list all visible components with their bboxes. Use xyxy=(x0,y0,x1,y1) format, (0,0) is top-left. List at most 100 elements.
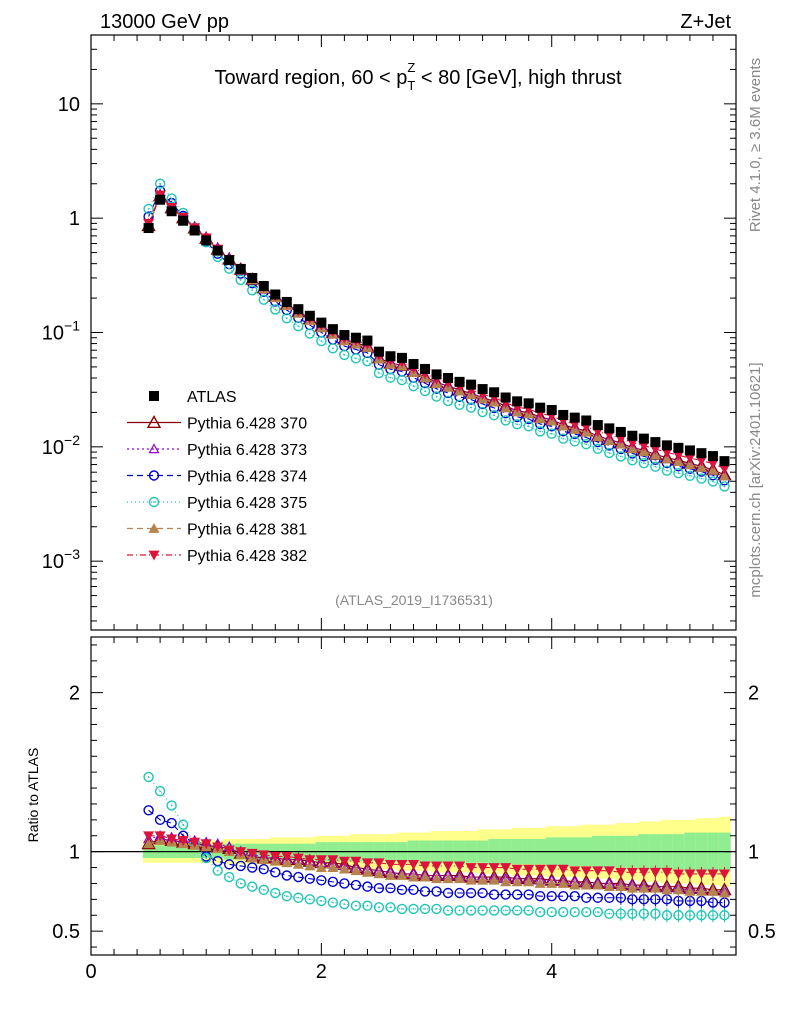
ratio-3-point-dot xyxy=(631,912,634,915)
series-3-point xyxy=(638,457,650,469)
ratio-5-point xyxy=(281,852,293,862)
ratio-5-point xyxy=(569,866,581,877)
ratio-2-point xyxy=(281,870,293,881)
data-point xyxy=(270,289,281,300)
ratio-3-point-ring xyxy=(581,906,592,918)
ratio-3-point-ring xyxy=(224,871,235,883)
series-3-point xyxy=(604,447,615,459)
series-3-point xyxy=(293,320,304,332)
series-3-point xyxy=(627,455,638,466)
series-3-point xyxy=(615,451,627,462)
data-point xyxy=(454,376,465,387)
ratio-2-point xyxy=(327,876,339,888)
series-3-point-dot xyxy=(504,419,507,422)
series-3-point-ring xyxy=(442,395,454,407)
data-point xyxy=(431,369,442,380)
ratio-4-point xyxy=(684,885,696,896)
ratio-3-point-ring xyxy=(270,887,281,899)
plot-title-pre: Toward region, 60 < p xyxy=(214,67,407,89)
series-4-point xyxy=(649,449,661,460)
ratio-2-point xyxy=(454,887,465,899)
series-3-point-dot xyxy=(331,347,334,350)
ratio-3-point xyxy=(235,878,246,889)
ratio-3-point xyxy=(477,905,488,916)
ratio-2-point xyxy=(408,884,419,896)
data-point xyxy=(604,423,615,434)
ratio-5-point xyxy=(408,859,419,870)
ratio-3-point-dot xyxy=(366,904,369,907)
ratio-3-point-ring xyxy=(627,908,638,919)
ratio-2-point xyxy=(235,860,246,872)
ratio-3-point xyxy=(442,905,454,916)
ratio-3-point-ring xyxy=(442,905,454,916)
ratio-y-axis-label: Ratio to ATLAS xyxy=(25,748,41,843)
ratio-3-point xyxy=(523,905,534,916)
ratio-3-point-dot xyxy=(608,912,611,915)
ratio-3-point-dot xyxy=(689,914,691,917)
ratio-5-point xyxy=(718,869,730,880)
series-line-0 xyxy=(148,194,725,476)
ratio-3-point-ring xyxy=(212,865,223,876)
ratio-4-point xyxy=(649,882,661,893)
ratio-5-point xyxy=(292,853,304,864)
ratio-3-point-ring xyxy=(558,906,569,918)
ratio-3-point-dot xyxy=(470,909,472,912)
ratio-3-point-dot xyxy=(228,876,231,878)
series-3-point-dot xyxy=(470,406,472,409)
series-3-point-dot xyxy=(539,430,542,433)
series-3-point-ring xyxy=(500,415,511,426)
ratio-3-point xyxy=(719,910,730,921)
legend-label-0: Pythia 6.428 370 xyxy=(187,416,307,433)
ratio-5-point xyxy=(177,836,189,847)
ratio-5-point xyxy=(523,864,535,875)
ratio-3-point-dot xyxy=(665,914,668,917)
series-3-point-ring xyxy=(627,455,638,466)
ratio-4-point xyxy=(384,870,396,880)
ratio-3-point-dot xyxy=(550,911,553,913)
ratio-4-point xyxy=(534,877,546,888)
ratio-3-point xyxy=(154,786,166,797)
series-3-point xyxy=(465,402,477,413)
series-3-point-dot xyxy=(320,340,323,342)
ratio-3-point-ring xyxy=(488,905,500,916)
ratio-2-point xyxy=(362,881,373,892)
series-3-point xyxy=(304,328,316,339)
data-point xyxy=(304,310,315,321)
ratio-5-point xyxy=(454,861,466,872)
ratio-2-point xyxy=(396,884,408,896)
series-3-point xyxy=(419,385,431,397)
series-3-point-dot xyxy=(378,372,380,374)
y-tick-label-base: 10 xyxy=(42,551,64,573)
series-3-point-dot xyxy=(527,425,530,428)
ratio-3-point-ring xyxy=(673,910,684,921)
series-3-point-dot xyxy=(596,447,599,450)
ratio-5-point xyxy=(488,863,500,874)
data-point xyxy=(155,194,166,205)
series-4-point xyxy=(718,470,730,481)
series-3-point xyxy=(546,428,557,439)
ratio-3-point-ring xyxy=(304,894,316,905)
series-3-point-ring xyxy=(684,470,696,482)
series-3-point-dot xyxy=(262,298,265,301)
series-3-point-dot xyxy=(712,480,714,483)
ratio-3-point-dot xyxy=(596,911,599,913)
series-3-point xyxy=(224,263,235,274)
series-3-point-dot xyxy=(216,256,219,258)
ratio-4-point xyxy=(557,877,569,888)
ratio-3-point xyxy=(247,881,258,892)
ratio-3-point-ring xyxy=(166,800,177,811)
y-tick-label-base: 1 xyxy=(69,208,80,230)
series-3-point-dot xyxy=(481,411,484,413)
data-point xyxy=(627,430,638,441)
series-3-point xyxy=(534,426,546,437)
series-3-point-ring xyxy=(362,356,373,367)
ratio-3-point-ring xyxy=(661,910,673,921)
series-3-point xyxy=(373,367,385,379)
ratio-2-point xyxy=(465,887,477,899)
series-3-point-ring xyxy=(604,447,615,459)
legend-label-2: Pythia 6.428 374 xyxy=(187,469,307,486)
data-point xyxy=(523,398,534,409)
series-3-point-dot xyxy=(447,400,449,402)
data-point xyxy=(166,206,177,217)
